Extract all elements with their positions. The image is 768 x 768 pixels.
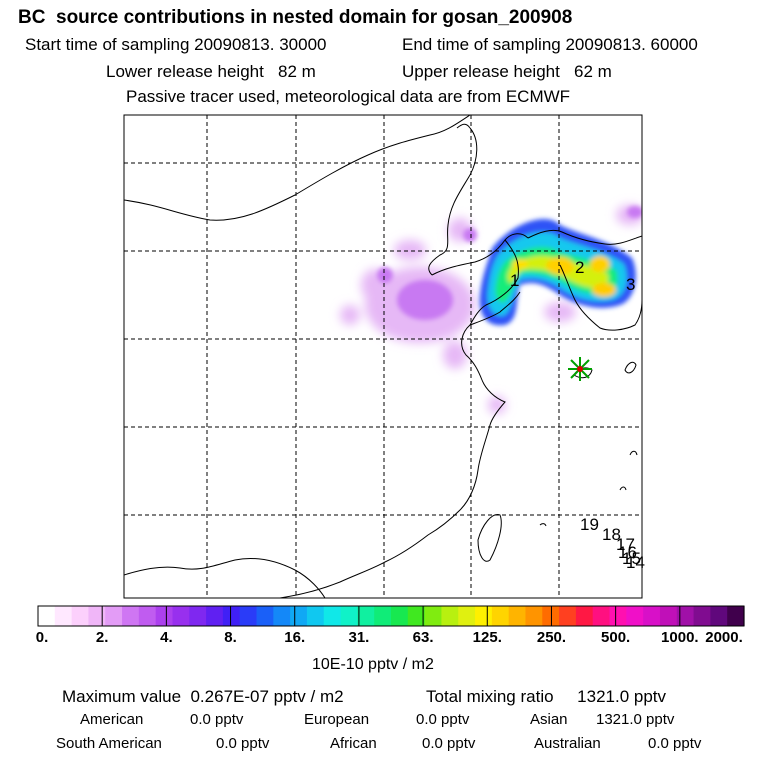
colorbar-swatch: [324, 606, 341, 626]
colorbar-swatch: [643, 606, 660, 626]
colorbar-swatch: [257, 606, 274, 626]
colorbar-unit-label: 10E-10 pptv / m2: [312, 656, 434, 674]
colorbar-tick-label: 2000.: [705, 629, 743, 646]
colorbar-swatch: [458, 606, 475, 626]
total-mixing-ratio-label: Total mixing ratio 1321.0 pptv: [426, 688, 666, 705]
region-name-african: African: [330, 736, 377, 751]
colorbar-tick-label: 31.: [348, 629, 369, 646]
colorbar-tick-label: 1000.: [661, 629, 699, 646]
region-name-south-american: South American: [56, 736, 162, 751]
colorbar-tick-label: 63.: [413, 629, 434, 646]
colorbar-swatch: [610, 606, 627, 626]
colorbar-swatch: [189, 606, 206, 626]
colorbar-swatch: [273, 606, 290, 626]
colorbar-tick-label: 0.: [36, 629, 49, 646]
colorbar: [0, 0, 768, 768]
region-value-asian: 1321.0 pptv: [596, 712, 674, 727]
region-name-european: European: [304, 712, 369, 727]
colorbar-swatch: [223, 606, 240, 626]
colorbar-swatch: [341, 606, 358, 626]
colorbar-swatch: [441, 606, 458, 626]
colorbar-tick-label: 125.: [473, 629, 502, 646]
colorbar-tick-label: 250.: [537, 629, 566, 646]
colorbar-swatch: [88, 606, 105, 626]
region-name-american: American: [80, 712, 143, 727]
colorbar-tick-label: 8.: [224, 629, 237, 646]
colorbar-swatch: [525, 606, 542, 626]
colorbar-tick-label: 500.: [601, 629, 630, 646]
colorbar-swatch: [38, 606, 55, 626]
colorbar-swatch: [290, 606, 307, 626]
colorbar-swatch: [727, 606, 744, 626]
colorbar-swatch: [626, 606, 643, 626]
colorbar-swatch: [307, 606, 324, 626]
region-value-european: 0.0 pptv: [416, 712, 469, 727]
colorbar-swatch: [357, 606, 374, 626]
colorbar-swatch: [710, 606, 727, 626]
region-value-american: 0.0 pptv: [190, 712, 243, 727]
colorbar-tick-label: 4.: [160, 629, 173, 646]
colorbar-swatch: [122, 606, 139, 626]
colorbar-swatch: [172, 606, 189, 626]
colorbar-swatch: [576, 606, 593, 626]
colorbar-swatch: [240, 606, 257, 626]
colorbar-tick-label: 2.: [96, 629, 109, 646]
colorbar-swatch: [425, 606, 442, 626]
colorbar-swatch: [559, 606, 576, 626]
colorbar-swatch: [139, 606, 156, 626]
colorbar-swatch: [475, 606, 492, 626]
colorbar-swatch: [391, 606, 408, 626]
region-name-australian: Australian: [534, 736, 601, 751]
colorbar-swatch: [492, 606, 509, 626]
colorbar-swatch: [660, 606, 677, 626]
colorbar-swatch: [374, 606, 391, 626]
colorbar-swatch: [694, 606, 711, 626]
region-value-african: 0.0 pptv: [422, 736, 475, 751]
colorbar-swatch: [206, 606, 223, 626]
region-value-south-american: 0.0 pptv: [216, 736, 269, 751]
colorbar-swatch: [105, 606, 122, 626]
region-name-asian: Asian: [530, 712, 568, 727]
colorbar-swatch: [55, 606, 72, 626]
colorbar-swatch: [593, 606, 610, 626]
colorbar-swatch: [509, 606, 526, 626]
colorbar-swatch: [156, 606, 173, 626]
colorbar-swatch: [72, 606, 89, 626]
region-value-australian: 0.0 pptv: [648, 736, 701, 751]
maximum-value-label: Maximum value 0.267E-07 pptv / m2: [62, 688, 344, 705]
colorbar-tick-label: 16.: [284, 629, 305, 646]
